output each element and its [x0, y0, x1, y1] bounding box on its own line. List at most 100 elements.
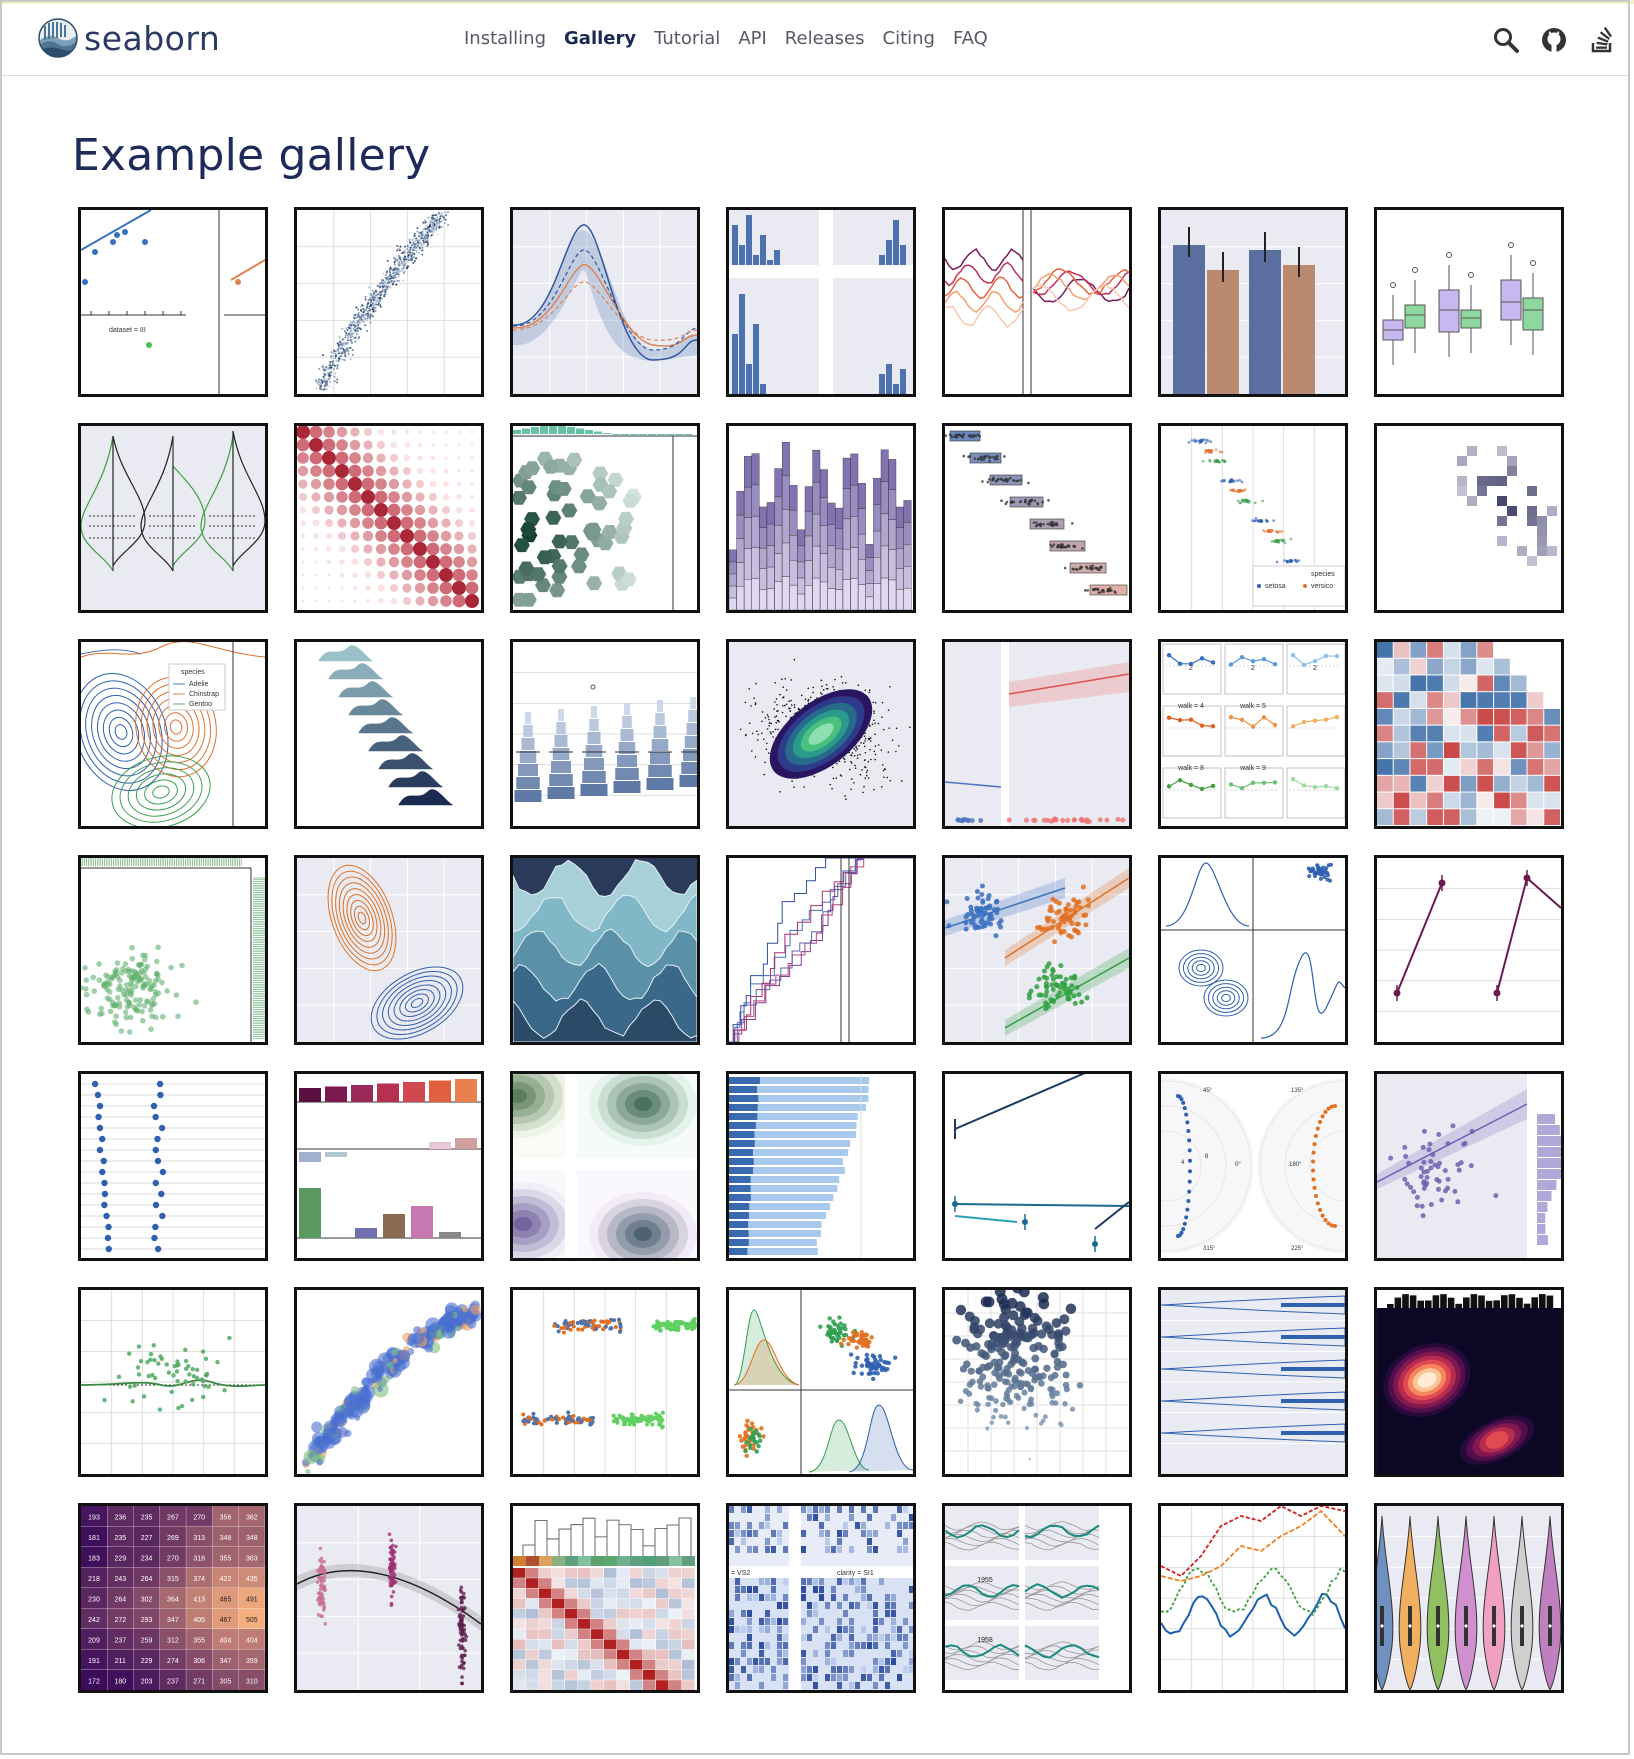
grouped-boxplot-plot — [1377, 210, 1561, 394]
pointplot-anova-thumb[interactable] — [942, 1071, 1132, 1261]
pointplot-anova-plot — [945, 1074, 1129, 1258]
radial-facets-thumb[interactable]: 45° 135° 0° 180° 315° 225° 4 8 — [1158, 1071, 1348, 1261]
spreadsheet-heatmap-plot: 193 236 235 267 270 356 362 181 235 227 269 313 348 3… — [81, 1506, 265, 1690]
scatter-bubbles-thumb[interactable] — [294, 1287, 484, 1477]
pair-grid-with-kde-thumb[interactable] — [1158, 855, 1348, 1045]
regression-marginals-thumb[interactable] — [1374, 1071, 1564, 1261]
joint-kde-thumb[interactable]: species Adelie Chinstrap Gentoo — [78, 639, 268, 829]
scatterplot-sizes-thumb[interactable] — [942, 1287, 1132, 1477]
thumb-label: 413 — [193, 1597, 205, 1604]
part-whole-bars-thumb[interactable] — [726, 1071, 916, 1261]
multiple-bivariate-kde-thumb[interactable] — [294, 855, 484, 1045]
timeseries-facets-thumb[interactable]: 1955 1958 — [942, 1503, 1132, 1693]
scatter-bubbles-plot — [297, 1290, 481, 1474]
strip-regplot-thumb[interactable] — [294, 1503, 484, 1693]
paired-pointplots-thumb[interactable] — [1374, 855, 1564, 1045]
thumb-label: 1958 — [977, 1637, 993, 1644]
horizontal-boxplot-thumb[interactable] — [942, 423, 1132, 613]
thumb-label: 347 — [220, 1658, 232, 1665]
thumb-label: 211 — [115, 1658, 126, 1665]
paired-pointplots-plot — [1377, 858, 1561, 1042]
thumb-label: 271 — [193, 1679, 205, 1686]
nav-faq[interactable]: FAQ — [952, 28, 988, 49]
marginal-ticks-thumb[interactable] — [78, 855, 268, 1045]
grouped-violinplots-thumb[interactable] — [78, 423, 268, 613]
github-icon[interactable] — [1540, 26, 1568, 54]
thumb-label: 218 — [88, 1576, 100, 1583]
thumb-label: 2 — [1313, 665, 1317, 672]
joint-histogram-thumb[interactable] — [1374, 423, 1564, 613]
thumb-label: 270 — [167, 1556, 179, 1563]
scatterplot-matrix-thumb[interactable] — [726, 1287, 916, 1477]
different-scatter-variables-thumb[interactable] — [294, 207, 484, 397]
large-distributions-plot — [513, 642, 697, 826]
thumb-label: 310 — [246, 1679, 258, 1686]
nav-citing[interactable]: Citing — [882, 28, 935, 49]
timeseries-facets-plot: 1955 1958 — [945, 1506, 1129, 1690]
thumb-label: setosa — [1265, 583, 1286, 590]
thumb-label: 234 — [141, 1556, 153, 1563]
many-facets-thumb[interactable]: 2 2 2 walk = 4 walk = 5 walk = 8 walk = 9 — [1158, 639, 1348, 829]
structured-heatmap-thumb[interactable] — [510, 1503, 700, 1693]
large-distributions-thumb[interactable] — [510, 639, 700, 829]
thumb-label: 491 — [246, 1597, 258, 1604]
thumb-label: 1955 — [977, 1577, 993, 1584]
many-pairwise-correlations-thumb[interactable] — [1374, 639, 1564, 829]
anscombes-quartet-thumb[interactable]: dataset = III — [78, 207, 268, 397]
thumb-label: 243 — [114, 1576, 126, 1583]
palette-choices-plot — [297, 1074, 481, 1258]
nav-installing[interactable]: Installing — [464, 28, 547, 49]
spreadsheet-heatmap-thumb[interactable]: 193 236 235 267 270 356 362 181 235 227 269 313 348 3… — [78, 1503, 268, 1693]
thumb-label: 404 — [246, 1638, 258, 1645]
palette-generation-thumb[interactable] — [510, 1071, 700, 1261]
brand-name: seaborn — [84, 18, 221, 58]
pairgrid-dotplot-thumb[interactable] — [78, 1071, 268, 1261]
jitter-stripplot-thumb[interactable]: species setosa versico — [1158, 423, 1348, 613]
three-variable-histogram-thumb[interactable]: = VS2 clarity = SI1 — [726, 1503, 916, 1693]
navbar: seaborn Installing Gallery Tutorial API … — [2, 4, 1630, 76]
nav-gallery[interactable]: Gallery — [564, 28, 637, 49]
nav-api[interactable]: API — [738, 28, 767, 49]
grouped-barplot-thumb[interactable] — [1158, 207, 1348, 397]
hexbin-marginals-thumb[interactable] — [510, 423, 700, 613]
thumb-label: 236 — [114, 1515, 126, 1522]
grouped-boxplot-thumb[interactable] — [1374, 207, 1564, 397]
multiple-regression-thumb[interactable] — [942, 855, 1132, 1045]
thumb-label: 269 — [167, 1535, 179, 1542]
thumb-label: 2 — [1251, 665, 1255, 672]
smooth-bivariate-kde-thumb[interactable] — [1374, 1287, 1564, 1477]
wide-data-lineplot-thumb[interactable] — [1158, 1503, 1348, 1693]
faceted-histogram-thumb[interactable] — [726, 207, 916, 397]
thumb-label: 355 — [193, 1638, 205, 1645]
heat-scatter-thumb[interactable] — [294, 423, 484, 613]
nav-releases[interactable]: Releases — [784, 28, 865, 49]
scatterplot-matrix-plot — [729, 1290, 913, 1474]
multiple-conditional-kde-plot — [513, 858, 697, 1042]
thumb-label: 347 — [167, 1617, 179, 1624]
simple-violinplots-thumb[interactable] — [1158, 1287, 1348, 1477]
layered-bivariate-plot-thumb[interactable] — [726, 639, 916, 829]
faceted-lineplot-thumb[interactable] — [942, 207, 1132, 397]
logistic-regression-thumb[interactable] — [942, 639, 1132, 829]
nav-tutorial[interactable]: Tutorial — [654, 28, 721, 49]
errorband-lineplots-thumb[interactable] — [510, 207, 700, 397]
stack-overflow-icon[interactable] — [1588, 26, 1616, 54]
histogram-stacked-thumb[interactable] — [726, 423, 916, 613]
multiple-ecdf-thumb[interactable] — [726, 855, 916, 1045]
thumb-label: Gentoo — [189, 701, 212, 708]
wide-form-violinplot-thumb[interactable] — [1374, 1503, 1564, 1693]
multiple-conditional-kde-thumb[interactable] — [510, 855, 700, 1045]
scatterplot-categorical-thumb[interactable] — [510, 1287, 700, 1477]
kde-ridgeplot-thumb[interactable] — [294, 639, 484, 829]
multiple-ecdf-plot — [729, 858, 913, 1042]
thumb-label: 230 — [88, 1597, 100, 1604]
thumb-label: 313 — [193, 1535, 205, 1542]
thumb-label: 193 — [88, 1515, 100, 1522]
palette-choices-thumb[interactable] — [294, 1071, 484, 1261]
thumb-label: 4 — [1181, 1160, 1185, 1166]
thumb-label: 465 — [220, 1597, 232, 1604]
brand-logo[interactable]: seaborn — [38, 18, 220, 58]
thumb-label: 348 — [220, 1535, 232, 1542]
residplot-thumb[interactable] — [78, 1287, 268, 1477]
search-icon[interactable] — [1492, 26, 1520, 54]
